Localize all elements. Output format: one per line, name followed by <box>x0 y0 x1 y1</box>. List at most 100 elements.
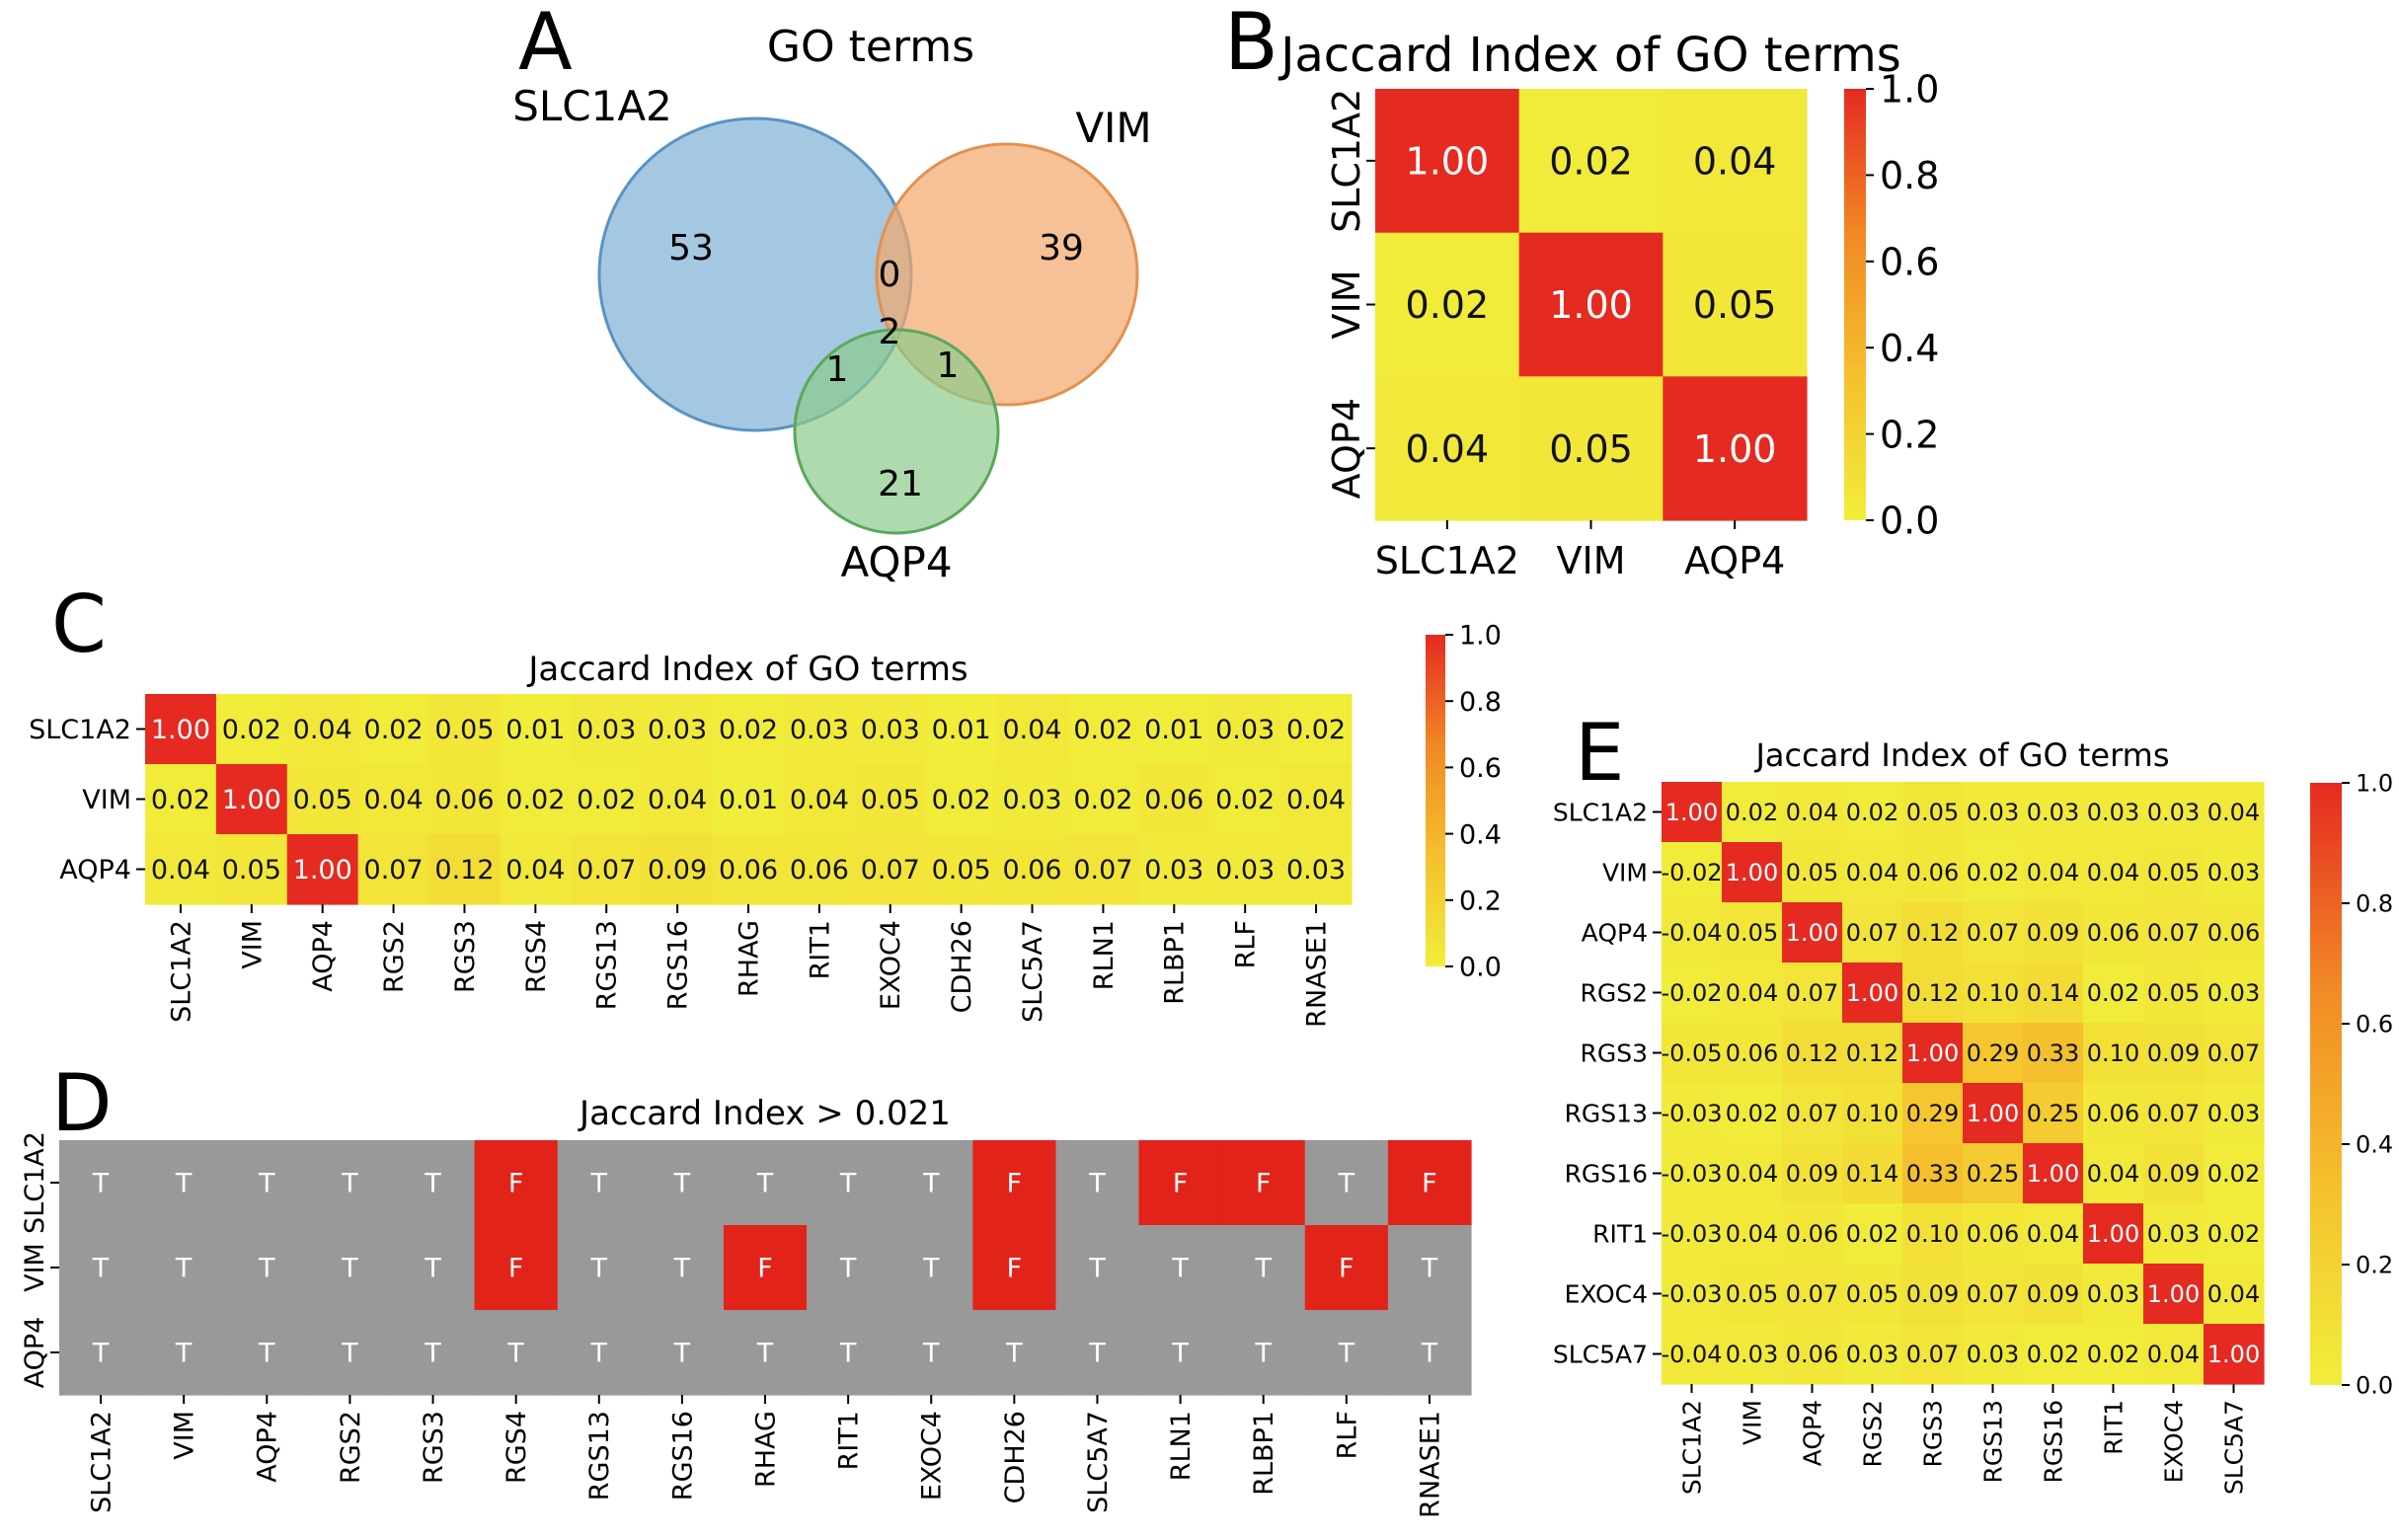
heatmap-cell-label: 0.03 <box>2147 1220 2200 1248</box>
heatmap-cell <box>1963 1023 2024 1084</box>
heatmap-cell-label: 0.12 <box>434 855 494 886</box>
heatmap-cell <box>783 694 856 765</box>
heatmap-cell-label: 0.02 <box>222 715 281 745</box>
heatmap-cell <box>225 1310 309 1396</box>
heatmap-cell <box>2023 1143 2084 1204</box>
row-label: EXOC4 <box>1565 1279 1648 1308</box>
heatmap-cell <box>142 1140 226 1226</box>
heatmap-cell-label: 0.02 <box>151 785 210 815</box>
heatmap-cell <box>571 694 643 765</box>
heatmap-cell <box>1782 1023 1843 1084</box>
heatmap-cell <box>1518 89 1664 234</box>
heatmap-cell-label: T <box>1254 1339 1272 1369</box>
heatmap-cell <box>1663 89 1808 234</box>
heatmap-title: Jaccard Index of GO terms <box>1277 28 1901 83</box>
heatmap-cell-label: 0.06 <box>2207 919 2260 947</box>
venn-set-label-vim: VIM <box>1075 104 1151 152</box>
heatmap-cell-label: 0.09 <box>2147 1160 2200 1188</box>
heatmap-cell <box>286 764 359 835</box>
heatmap-title: Jaccard Index > 0.021 <box>578 1094 951 1133</box>
heatmap-cell-label: T <box>590 1169 608 1199</box>
heatmap-cell-label: T <box>424 1169 441 1199</box>
col-label: SLC1A2 <box>87 1411 117 1513</box>
heatmap-cell-label: T <box>839 1339 857 1369</box>
heatmap-cell-label: 0.02 <box>1726 799 1778 826</box>
heatmap-cell-label: T <box>673 1254 691 1284</box>
heatmap-cell-label: 0.12 <box>1906 979 1959 1007</box>
heatmap-cell-label: 0.03 <box>2207 979 2260 1007</box>
heatmap-cell-label: 0.04 <box>2087 1160 2139 1188</box>
heatmap-title: Jaccard Index of GO terms <box>526 650 967 689</box>
heatmap-cell <box>1662 1023 1723 1084</box>
heatmap-cell <box>357 764 430 835</box>
heatmap-cell <box>2023 1203 2084 1265</box>
heatmap-cell <box>642 764 714 835</box>
heatmap-cell-label: 0.29 <box>1906 1100 1959 1127</box>
heatmap-cell-label: 0.07 <box>364 855 424 886</box>
heatmap-cell-label: 1.00 <box>2087 1220 2139 1248</box>
heatmap-cell-label: 0.04 <box>505 855 565 886</box>
heatmap-cell-label: 0.04 <box>1726 979 1778 1007</box>
heatmap-cell-label: T <box>673 1169 691 1199</box>
heatmap-cell <box>59 1140 143 1226</box>
heatmap-cell-label: 0.25 <box>2027 1100 2079 1127</box>
heatmap-cell-label: T <box>839 1254 857 1284</box>
heatmap-cell-label: F <box>757 1254 773 1284</box>
col-label: CDH26 <box>1000 1411 1031 1503</box>
heatmap-cell-label: 0.10 <box>1906 1220 1959 1248</box>
colorbar-tick-label: 0.8 <box>1880 154 1939 197</box>
heatmap-cell-label: T <box>1088 1254 1106 1284</box>
heatmap-cell <box>500 764 572 835</box>
colorbar-tick-label: 1.0 <box>2356 770 2393 798</box>
heatmap-cell <box>1138 1140 1223 1226</box>
heatmap-cell-label: 0.07 <box>2207 1040 2260 1067</box>
heatmap-cell-label: 0.09 <box>2027 1280 2079 1308</box>
row-label: AQP4 <box>59 855 131 886</box>
heatmap-cell-label: 1.00 <box>1406 140 1490 184</box>
row-label: RIT1 <box>1592 1219 1648 1248</box>
heatmap-cell <box>890 1140 973 1226</box>
heatmap-cell <box>215 764 288 835</box>
heatmap-cell-label: 0.29 <box>1967 1040 2019 1067</box>
col-label: RLF <box>1231 920 1262 968</box>
heatmap-cell <box>1902 782 1964 843</box>
heatmap-cell <box>1842 902 1903 963</box>
heatmap-cell-label: 0.05 <box>2147 859 2200 886</box>
heatmap-cell-label: 0.04 <box>364 785 424 815</box>
panel-label-e: E <box>1575 707 1625 799</box>
heatmap-cell <box>890 1310 973 1396</box>
row-label: AQP4 <box>20 1317 50 1389</box>
row-label: RGS13 <box>1565 1099 1648 1127</box>
heatmap-cell <box>1842 1203 1903 1265</box>
col-label: EXOC4 <box>876 920 906 1010</box>
heatmap-cell-label: F <box>1007 1169 1023 1199</box>
heatmap-cell <box>1902 1143 1964 1204</box>
heatmap-cell <box>2023 1264 2084 1325</box>
heatmap-cell-label: 0.09 <box>1786 1160 1838 1188</box>
col-label: RHAG <box>734 920 764 997</box>
heatmap-cell <box>391 1225 476 1311</box>
heatmap-cell-label: T <box>1005 1339 1023 1369</box>
heatmap-cell <box>142 1225 226 1311</box>
heatmap-cell <box>1304 1225 1389 1311</box>
heatmap-cell <box>723 1140 808 1226</box>
heatmap-cell <box>1138 1310 1223 1396</box>
heatmap-cell-label: 0.03 <box>2087 799 2139 826</box>
heatmap-cell <box>807 1225 890 1311</box>
heatmap-cell-label: T <box>1088 1169 1106 1199</box>
heatmap-cell-label: 0.04 <box>790 785 849 815</box>
heatmap-cell-label: 0.04 <box>2027 1220 2079 1248</box>
row-label: RGS16 <box>1565 1159 1648 1188</box>
venn-region-all-three: 2 <box>879 312 901 352</box>
col-label: RGS16 <box>2039 1400 2067 1483</box>
col-label: RIT1 <box>805 920 835 979</box>
heatmap-cell-label: 0.03 <box>1967 1341 2019 1368</box>
heatmap-cell-label: 0.07 <box>1786 1280 1838 1308</box>
heatmap-cell-label: 1.00 <box>151 715 210 745</box>
heatmap-cell <box>357 694 430 765</box>
heatmap-cell <box>2083 782 2144 843</box>
colorbar-tick-label: 0.2 <box>1880 413 1939 456</box>
heatmap-cell-label: -0.04 <box>1661 919 1722 947</box>
col-label: RGS2 <box>379 920 410 993</box>
